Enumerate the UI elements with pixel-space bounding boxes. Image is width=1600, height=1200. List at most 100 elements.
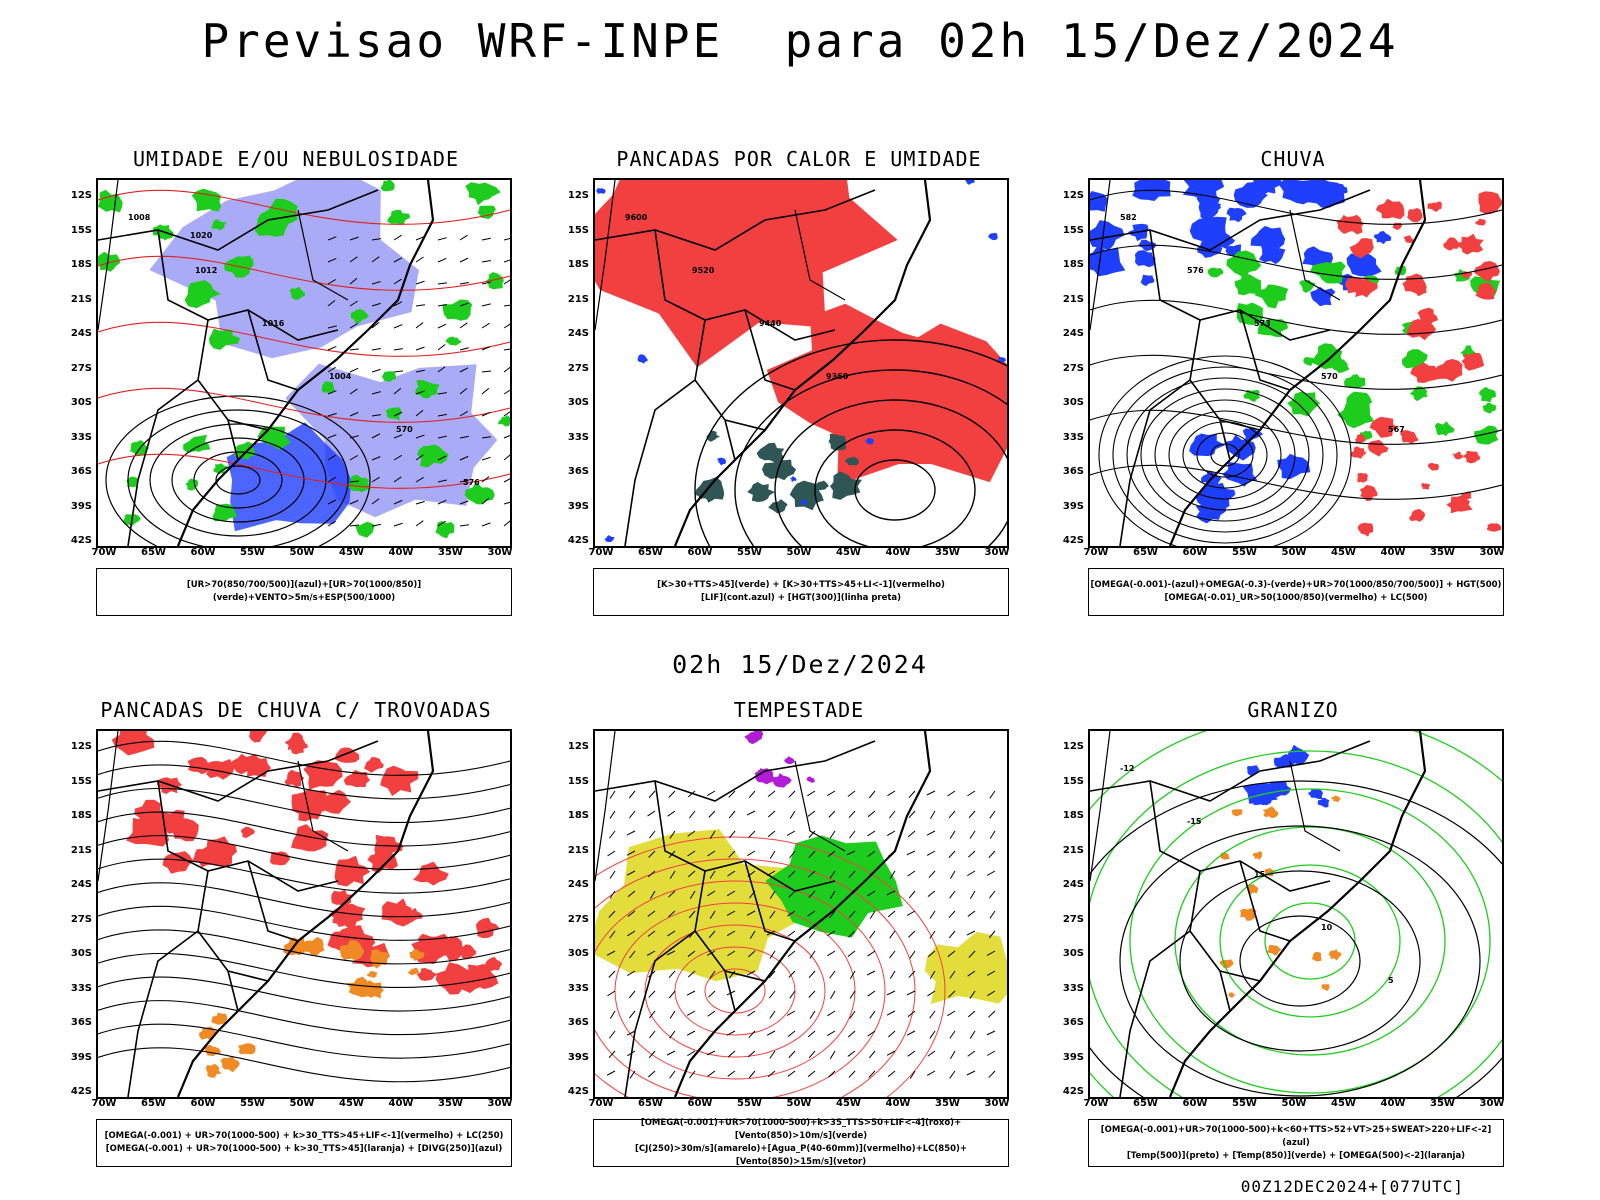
wind-vector: [437, 303, 447, 307]
pressure-contour: [171, 437, 305, 523]
rain-red-area: [1357, 472, 1368, 483]
wind-vector: [988, 1010, 996, 1018]
wind-vector: [349, 300, 358, 307]
hail-orange-area: [1228, 992, 1236, 999]
contour-label: 576: [463, 478, 480, 487]
wind-vector: [707, 1010, 716, 1017]
wind-vector: [746, 810, 756, 816]
wind-vector: [609, 930, 616, 939]
lat-tick-label: 12S: [567, 190, 589, 201]
wind-vector: [849, 1010, 856, 1019]
wind-vector: [648, 1010, 656, 1019]
lon-tick-label: 30W: [1479, 1098, 1505, 1109]
lat-tick-label: 15S: [70, 775, 92, 787]
wind-vector: [709, 830, 716, 839]
omega-blue-area: [1346, 252, 1382, 277]
wind-vector: [847, 1050, 856, 1057]
rain-red-area: [1412, 283, 1427, 297]
wind-vector: [437, 479, 447, 483]
omega-blue-area: [1140, 274, 1155, 287]
lon-tick-label: 35W: [1430, 1098, 1455, 1109]
wind-vector: [393, 411, 403, 417]
lat-tick-label: 18S: [567, 259, 589, 270]
wind-vector: [327, 499, 337, 505]
contour-label: 1016: [262, 319, 285, 328]
rain-red-area: [1375, 198, 1405, 220]
rain-red-area: [1478, 191, 1502, 214]
wind-vector: [768, 990, 776, 999]
temp850-contour: [1129, 788, 1491, 1094]
wind-vector: [849, 970, 856, 979]
streamline-250: [98, 1000, 510, 1036]
lat-tick-label: 30S: [567, 397, 589, 408]
wind-vector: [349, 435, 359, 439]
lon-tick-label: 45W: [836, 1098, 861, 1109]
wind-vector: [669, 1010, 676, 1019]
map-canvas: 9600 9520 9440 9360: [595, 180, 1007, 546]
thunder-orange-area: [237, 1043, 256, 1055]
wind-vector: [459, 500, 469, 505]
wind-vector: [668, 970, 676, 979]
lon-tick-label: 70W: [1083, 547, 1109, 558]
wind-vector: [886, 890, 896, 896]
humidity-1000-850-area: [442, 299, 473, 321]
wind-vector: [889, 950, 896, 959]
humidity-1000-850-area: [348, 474, 372, 493]
wind-vector: [606, 950, 616, 956]
wind-vector: [929, 1010, 936, 1019]
wind-vector: [949, 890, 956, 899]
hail-blue-area: [1246, 765, 1260, 776]
rain-red-area: [1369, 416, 1398, 438]
thunder-red-area: [249, 731, 268, 743]
rain-red-area: [1399, 430, 1419, 444]
lif-contour: [595, 187, 606, 195]
wind-vector: [459, 435, 469, 439]
lat-tick-label: 21S: [567, 844, 589, 856]
wind-vector: [689, 890, 696, 899]
lat-tick-label: 21S: [70, 293, 92, 305]
humidity-1000-850-area: [477, 205, 496, 220]
wind-vector: [707, 1070, 716, 1077]
wind-vector: [628, 990, 636, 999]
thunder-orange-area: [340, 950, 351, 959]
lat-tick-label: 33S: [567, 982, 589, 994]
wind-vector: [459, 524, 469, 527]
rain-red-area: [1455, 233, 1484, 255]
wind-vector: [769, 1050, 776, 1059]
pressure-contour: [127, 409, 349, 546]
wind-vector: [907, 870, 916, 877]
precip-water-contour: [595, 836, 946, 1097]
hgt500-contour: [1090, 189, 1502, 225]
lat-tick-label: 27S: [1062, 913, 1084, 925]
lat-tick-label: 24S: [1062, 328, 1084, 339]
wind-vector: [907, 830, 916, 838]
wind-vector: [926, 790, 936, 796]
legend-line: [OMEGA(-0.001) + UR>70(1000-500) + k>30_…: [104, 1131, 504, 1141]
wind-vector: [907, 1050, 916, 1057]
wind-vector: [867, 850, 876, 857]
wind-vector: [481, 260, 491, 263]
wind-vector: [437, 435, 447, 439]
wind-vector: [748, 1070, 756, 1079]
wind-vector: [948, 810, 956, 819]
wind850-green-area: [765, 835, 903, 938]
wind-vector: [989, 790, 996, 799]
wind-vector: [768, 970, 776, 979]
wind-vector: [747, 1050, 756, 1058]
wind-vector: [503, 238, 510, 241]
wind-vector: [887, 1070, 896, 1078]
contour-label: 1004: [329, 372, 352, 381]
contour-label: 576: [1187, 266, 1204, 275]
thickness-contour: [98, 321, 510, 357]
wind-vector: [627, 930, 636, 937]
pressure-contour: [149, 423, 327, 537]
storm-purple-area: [772, 773, 792, 788]
contour-label: 9600: [625, 213, 648, 222]
lon-tick-label: 35W: [1430, 547, 1455, 558]
map-canvas: [595, 731, 1007, 1097]
wind-vector: [709, 970, 716, 979]
wind-vector: [966, 930, 976, 936]
wind-vector: [371, 302, 381, 307]
wind-vector: [393, 348, 403, 351]
wind-vector: [709, 870, 716, 879]
